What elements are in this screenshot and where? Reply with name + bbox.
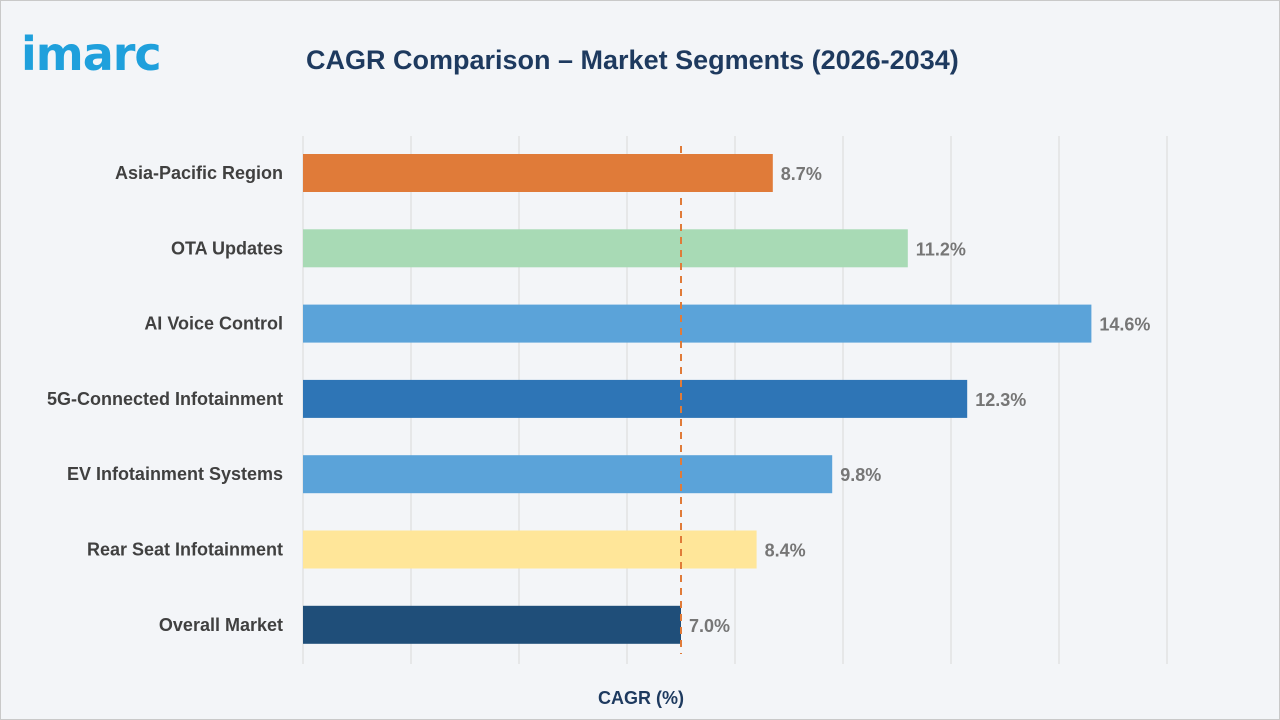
labels: Asia-Pacific Region 8.7% OTA Updates 11.2% A… <box>47 163 1150 636</box>
value-label: 8.7% <box>781 164 822 184</box>
value-label: 11.2% <box>916 239 966 259</box>
category-label: Overall Market <box>159 615 283 635</box>
category-label: EV Infotainment Systems <box>67 464 283 484</box>
bars <box>303 154 1092 644</box>
category-label: AI Voice Control <box>144 314 283 334</box>
value-label: 7.0% <box>689 616 730 636</box>
category-label: 5G-Connected Infotainment <box>47 389 283 409</box>
bar-1 <box>303 229 908 268</box>
bar-0 <box>303 154 773 192</box>
category-label: Rear Seat Infotainment <box>87 540 283 560</box>
value-label: 12.3% <box>975 390 1026 410</box>
bar-2 <box>303 304 1092 343</box>
bar-3 <box>303 379 968 418</box>
value-label: 8.4% <box>765 541 806 561</box>
value-label: 9.8% <box>840 465 881 485</box>
value-label: 14.6% <box>1099 315 1150 335</box>
x-axis-title: CAGR (%) <box>598 688 684 708</box>
chart-title: CAGR Comparison – Market Segments (2026-… <box>306 45 959 75</box>
bar-4 <box>303 455 833 494</box>
bar-6 <box>303 605 681 644</box>
category-label: Asia-Pacific Region <box>115 163 283 183</box>
category-label: OTA Updates <box>171 238 283 258</box>
imarc-logo: imarc <box>21 27 162 81</box>
bar-5 <box>303 530 757 569</box>
